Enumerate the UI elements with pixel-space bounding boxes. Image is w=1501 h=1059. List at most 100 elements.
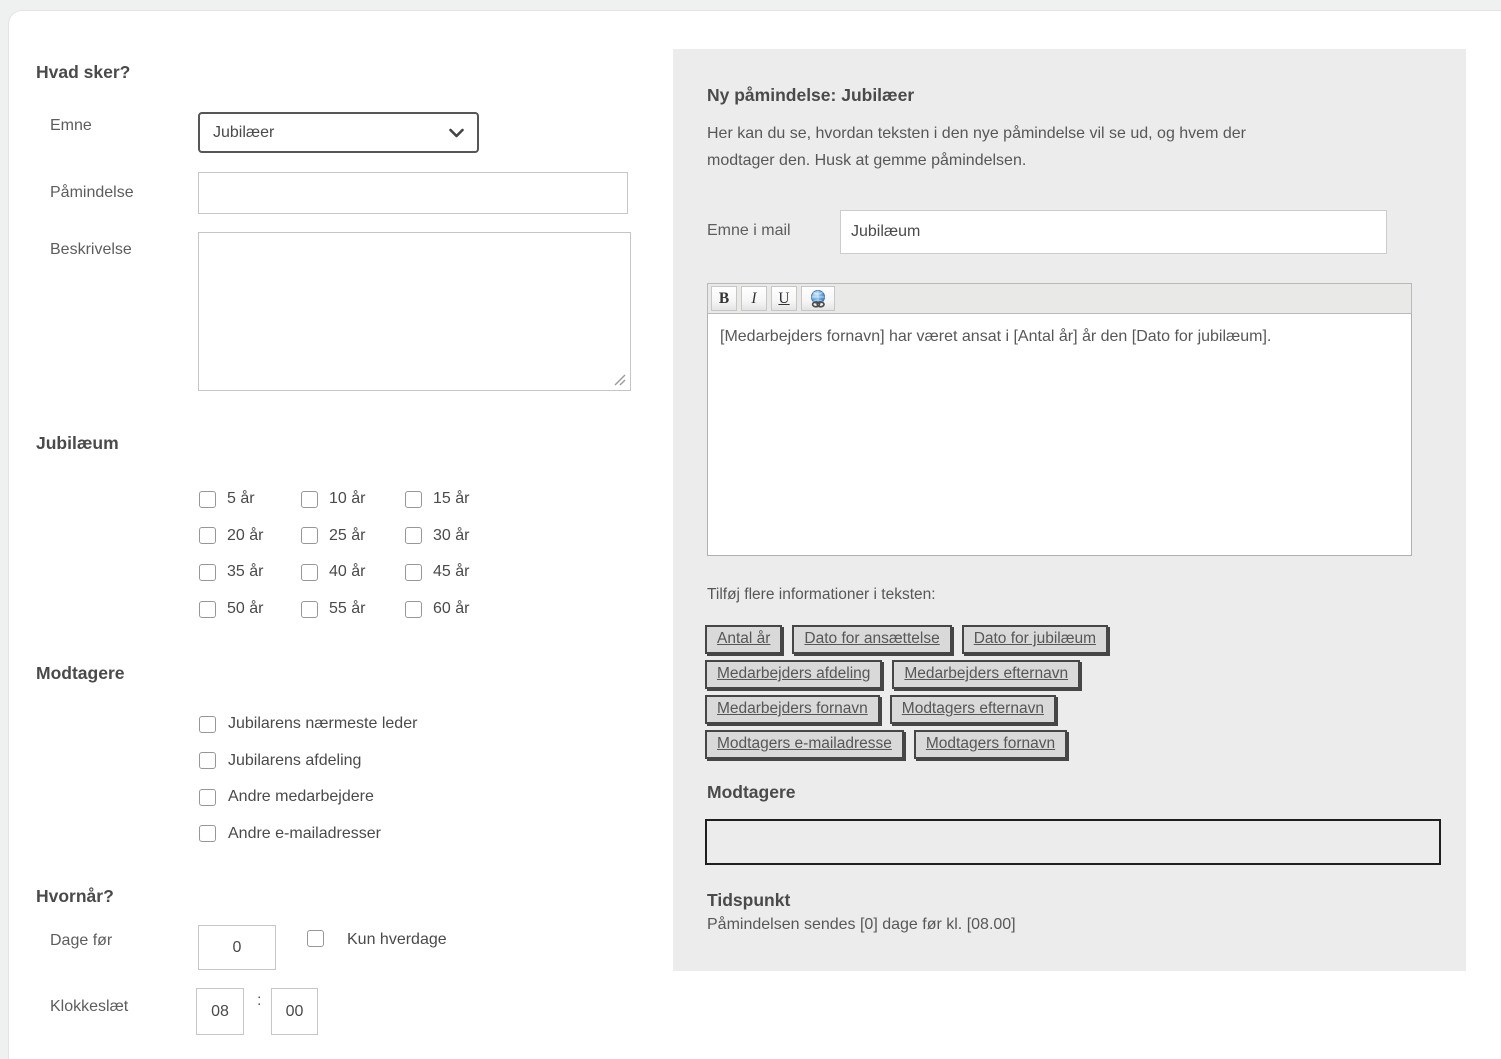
token-row: Antal år Dato for ansættelse Dato for jubi… (705, 625, 1109, 654)
checkbox[interactable] (405, 490, 422, 508)
checkbox-label: 55 år (329, 600, 366, 618)
tokens-hint-label: Tilføj flere informationer i teksten: (707, 586, 936, 603)
emne-select[interactable]: Jubilæer (198, 112, 479, 153)
checkbox[interactable] (301, 527, 318, 545)
token-button[interactable]: Dato for jubilæum (961, 625, 1109, 654)
checkbox-label: 5 år (227, 490, 255, 508)
checkbox[interactable] (199, 825, 216, 843)
time-hour-input[interactable] (196, 988, 244, 1035)
checkbox-option: 35 år (199, 563, 301, 581)
checkbox-option: 20 år (199, 527, 301, 545)
jubilaeum-checkbox-grid: 5 år 10 år 15 år 20 år 25 år 30 år 35 år 40 år 4… (199, 481, 469, 627)
italic-button[interactable]: I (741, 286, 767, 311)
checkbox-option: 10 år (301, 490, 405, 508)
paamindelse-label: Påmindelse (50, 184, 134, 201)
resize-handle-icon[interactable] (612, 372, 626, 386)
underline-button[interactable]: U (771, 286, 797, 311)
checkbox[interactable] (301, 563, 318, 581)
editor-toolbar: B I U (707, 283, 1412, 314)
token-button[interactable]: Antal år (705, 625, 783, 654)
token-row: Medarbejders afdeling Medarbejders eftern… (705, 660, 1108, 689)
beskrivelse-label: Beskrivelse (50, 241, 132, 258)
checkbox[interactable] (199, 752, 216, 770)
section-title-when: Hvornår? (36, 886, 114, 906)
recipients-checkbox-list: Jubilarens nærmeste leder Jubilarens afde… (199, 706, 417, 852)
checkbox-option: 30 år (405, 527, 469, 545)
time-label: Klokkeslæt (50, 998, 129, 1015)
checkbox-label: Andre medarbejdere (228, 788, 374, 806)
checkbox[interactable] (199, 715, 216, 733)
checkbox-option: 60 år (405, 600, 469, 618)
checkbox[interactable] (199, 490, 216, 508)
insert-link-button[interactable] (801, 286, 835, 311)
checkbox-option: 15 år (405, 490, 469, 508)
globe-link-icon (811, 289, 825, 308)
checkbox-option: 55 år (301, 600, 405, 618)
checkbox[interactable] (199, 788, 216, 806)
checkbox-option: 40 år (301, 563, 405, 581)
emne-select-value: Jubilæer (213, 123, 275, 141)
token-button[interactable]: Medarbejders fornavn (705, 695, 880, 724)
checkbox-option: 50 år (199, 600, 301, 618)
checkbox[interactable] (199, 563, 216, 581)
preview-description: Her kan du se, hvordan teksten i den nye… (707, 125, 1246, 169)
checkbox-label: Andre e-mailadresser (228, 824, 381, 842)
token-buttons: Antal år Dato for ansættelse Dato for jubi… (705, 625, 1109, 765)
weekdays-only-checkbox[interactable] (307, 930, 324, 947)
checkbox-label: 40 år (329, 563, 366, 581)
checkbox-label: 10 år (329, 490, 366, 508)
mail-subject-label: Emne i mail (707, 222, 791, 239)
weekdays-only-label: Kun hverdage (347, 931, 447, 948)
checkbox-label: 30 år (433, 526, 470, 544)
editor-body[interactable]: [Medarbejders fornavn] har været ansat i… (707, 314, 1412, 556)
checkbox-option: Andre e-mailadresser (199, 816, 417, 853)
token-button[interactable]: Modtagers efternavn (889, 695, 1056, 724)
section-title-jubilaeum: Jubilæum (36, 433, 119, 453)
preview-recipients-box (705, 819, 1441, 865)
checkbox-label: 50 år (227, 600, 264, 618)
checkbox-option: Jubilarens afdeling (199, 743, 417, 780)
checkbox-label: Jubilarens nærmeste leder (228, 715, 418, 733)
checkbox-label: 25 år (329, 526, 366, 544)
checkbox[interactable] (199, 600, 216, 618)
preview-title: Ny påmindelse: Jubilæer (707, 85, 915, 105)
checkbox-option: Jubilarens nærmeste leder (199, 706, 417, 743)
section-title-recipients: Modtagere (36, 663, 125, 683)
checkbox[interactable] (199, 527, 216, 545)
checkbox-label: 15 år (433, 490, 470, 508)
mail-subject-input[interactable] (840, 210, 1387, 254)
token-row: Medarbejders fornavn Modtagers efternavn (705, 695, 1108, 724)
checkbox-option: 5 år (199, 490, 301, 508)
editor-text: [Medarbejders fornavn] har været ansat i… (720, 328, 1272, 345)
checkbox-label: 60 år (433, 600, 470, 618)
token-button[interactable]: Modtagers e-mailadresse (705, 730, 904, 759)
days-before-label: Dage før (50, 932, 113, 949)
checkbox-option: 25 år (301, 527, 405, 545)
checkbox[interactable] (301, 600, 318, 618)
token-button[interactable]: Dato for ansættelse (792, 625, 952, 654)
beskrivelse-textarea[interactable] (198, 232, 631, 391)
checkbox[interactable] (405, 563, 422, 581)
token-button[interactable]: Medarbejders afdeling (705, 660, 883, 689)
time-separator: : (257, 992, 262, 1009)
preview-recipients-title: Modtagere (707, 782, 796, 802)
days-before-input[interactable] (198, 925, 276, 970)
checkbox-label: Jubilarens afdeling (228, 751, 362, 769)
checkbox[interactable] (405, 527, 422, 545)
checkbox-option: 45 år (405, 563, 469, 581)
checkbox[interactable] (301, 490, 318, 508)
checkbox-label: 45 år (433, 563, 470, 581)
bold-button[interactable]: B (711, 286, 737, 311)
preview-time-text: Påmindelsen sendes [0] dage før kl. [08.… (707, 916, 1016, 933)
token-row: Modtagers e-mailadresse Modtagers fornavn (705, 730, 1108, 759)
preview-time-title: Tidspunkt (707, 890, 791, 910)
token-button[interactable]: Modtagers fornavn (913, 730, 1068, 759)
token-button[interactable]: Medarbejders efternavn (892, 660, 1081, 689)
checkbox[interactable] (405, 600, 422, 618)
chevron-down-icon (449, 128, 464, 137)
paamindelse-input[interactable] (198, 172, 628, 214)
checkbox-label: 20 år (227, 526, 264, 544)
section-title-what: Hvad sker? (36, 62, 131, 82)
time-minute-input[interactable] (271, 988, 318, 1035)
